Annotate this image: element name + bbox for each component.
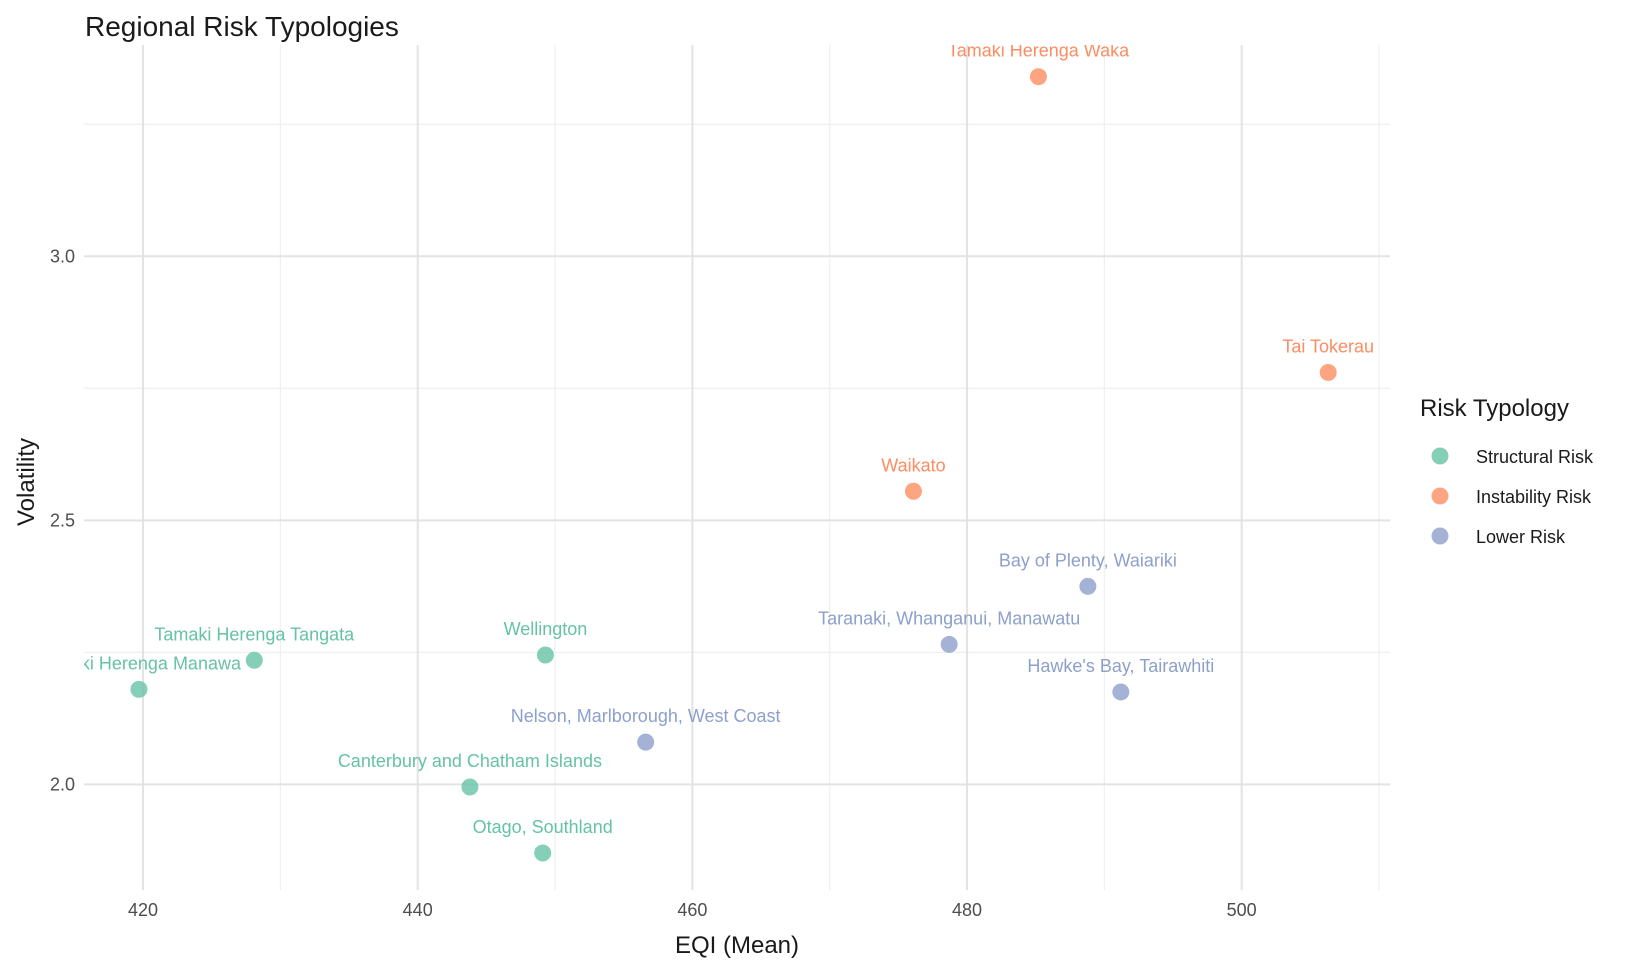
data-point [904,482,922,500]
point-label: Wellington [504,619,588,639]
chart-title: Regional Risk Typologies [85,11,399,42]
data-point [1319,363,1337,381]
data-point [637,733,655,751]
y-axis-ticks: 2.0 2.5 3.0 [50,246,75,794]
legend-title: Risk Typology [1420,395,1569,422]
point-label: Hawke's Bay, Tairawhiti [1027,656,1214,676]
data-point [1079,577,1097,595]
data-point [1029,68,1047,86]
x-tick-label: 500 [1227,900,1257,920]
y-axis-title: Volatility [13,438,40,526]
data-point [130,680,148,698]
point-label: Bay of Plenty, Waiariki [999,550,1177,570]
x-axis-title: EQI (Mean) [675,932,799,959]
point-label: Taranaki, Whanganui, Manawatu [818,608,1080,628]
point-label: Tamaki Herenga Tangata [154,624,355,644]
data-points [130,68,1337,862]
y-tick-label: 3.0 [50,246,75,266]
data-point [1112,683,1130,701]
legend-key [1431,527,1449,545]
data-point [534,844,552,862]
point-label: Tamaki Herenga Waka [948,41,1130,61]
x-tick-label: 480 [952,900,982,920]
x-tick-label: 420 [128,900,158,920]
point-label: Tamaki Herenga Manawa [37,653,242,673]
point-label: Nelson, Marlborough, West Coast [511,706,781,726]
legend: Risk Typology Structural Risk Instability… [1420,395,1594,547]
y-tick-label: 2.0 [50,774,75,794]
legend-key [1431,487,1449,505]
plot-grid [84,45,1390,890]
point-label: Otago, Southland [473,817,613,837]
x-axis-ticks: 420 440 460 480 500 [128,900,1257,920]
legend-label: Structural Risk [1476,447,1594,467]
data-point [245,651,263,669]
point-labels: Tamaki Herenga Manawa Tamaki Herenga Tang… [37,41,1374,837]
data-point [461,778,479,796]
legend-label: Instability Risk [1476,487,1592,507]
legend-key [1431,447,1449,465]
x-tick-label: 440 [403,900,433,920]
legend-label: Lower Risk [1476,527,1566,547]
data-point [940,635,958,653]
x-tick-label: 460 [677,900,707,920]
point-label: Tai Tokerau [1282,336,1374,356]
data-point [536,646,554,664]
point-label: Canterbury and Chatham Islands [338,751,602,771]
point-label: Waikato [881,455,945,475]
y-tick-label: 2.5 [50,510,75,530]
